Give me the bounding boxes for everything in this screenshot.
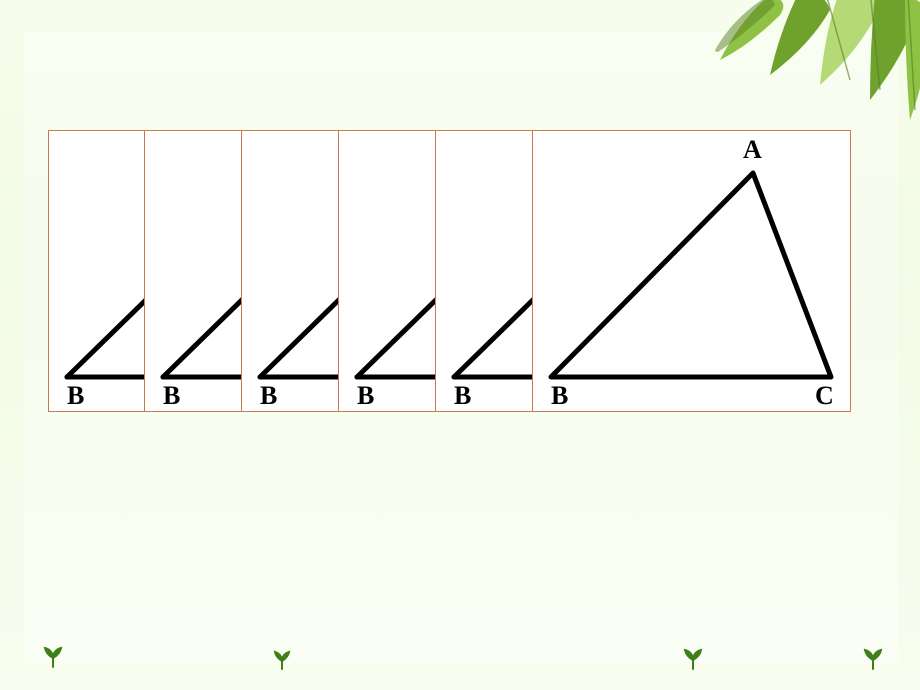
- vertex-label-B: B: [454, 381, 471, 411]
- triangle-panel-3: B: [242, 130, 339, 412]
- vertex-label-B: B: [260, 381, 277, 411]
- full-triangle-svg: [533, 131, 851, 412]
- vertex-label-B: B: [551, 381, 568, 411]
- partial-triangle-svg: [145, 131, 242, 412]
- triangle-panel-2: B: [145, 130, 242, 412]
- vertex-label-C: C: [815, 381, 834, 411]
- partial-triangle-svg: [242, 131, 339, 412]
- slide-canvas: B B B B: [0, 0, 920, 690]
- vertex-label-A: A: [743, 135, 762, 165]
- triangle-panel-full: A B C: [533, 130, 851, 412]
- triangle-panel-5: B: [436, 130, 533, 412]
- partial-triangle-svg: [436, 131, 533, 412]
- vertex-label-B: B: [357, 381, 374, 411]
- partial-triangle-svg: [49, 131, 145, 412]
- vertex-label-B: B: [163, 381, 180, 411]
- triangle-panel-1: B: [48, 130, 145, 412]
- diagram-panels: B B B B: [48, 130, 851, 412]
- partial-triangle-svg: [339, 131, 436, 412]
- triangle-panel-4: B: [339, 130, 436, 412]
- vertex-label-B: B: [67, 381, 84, 411]
